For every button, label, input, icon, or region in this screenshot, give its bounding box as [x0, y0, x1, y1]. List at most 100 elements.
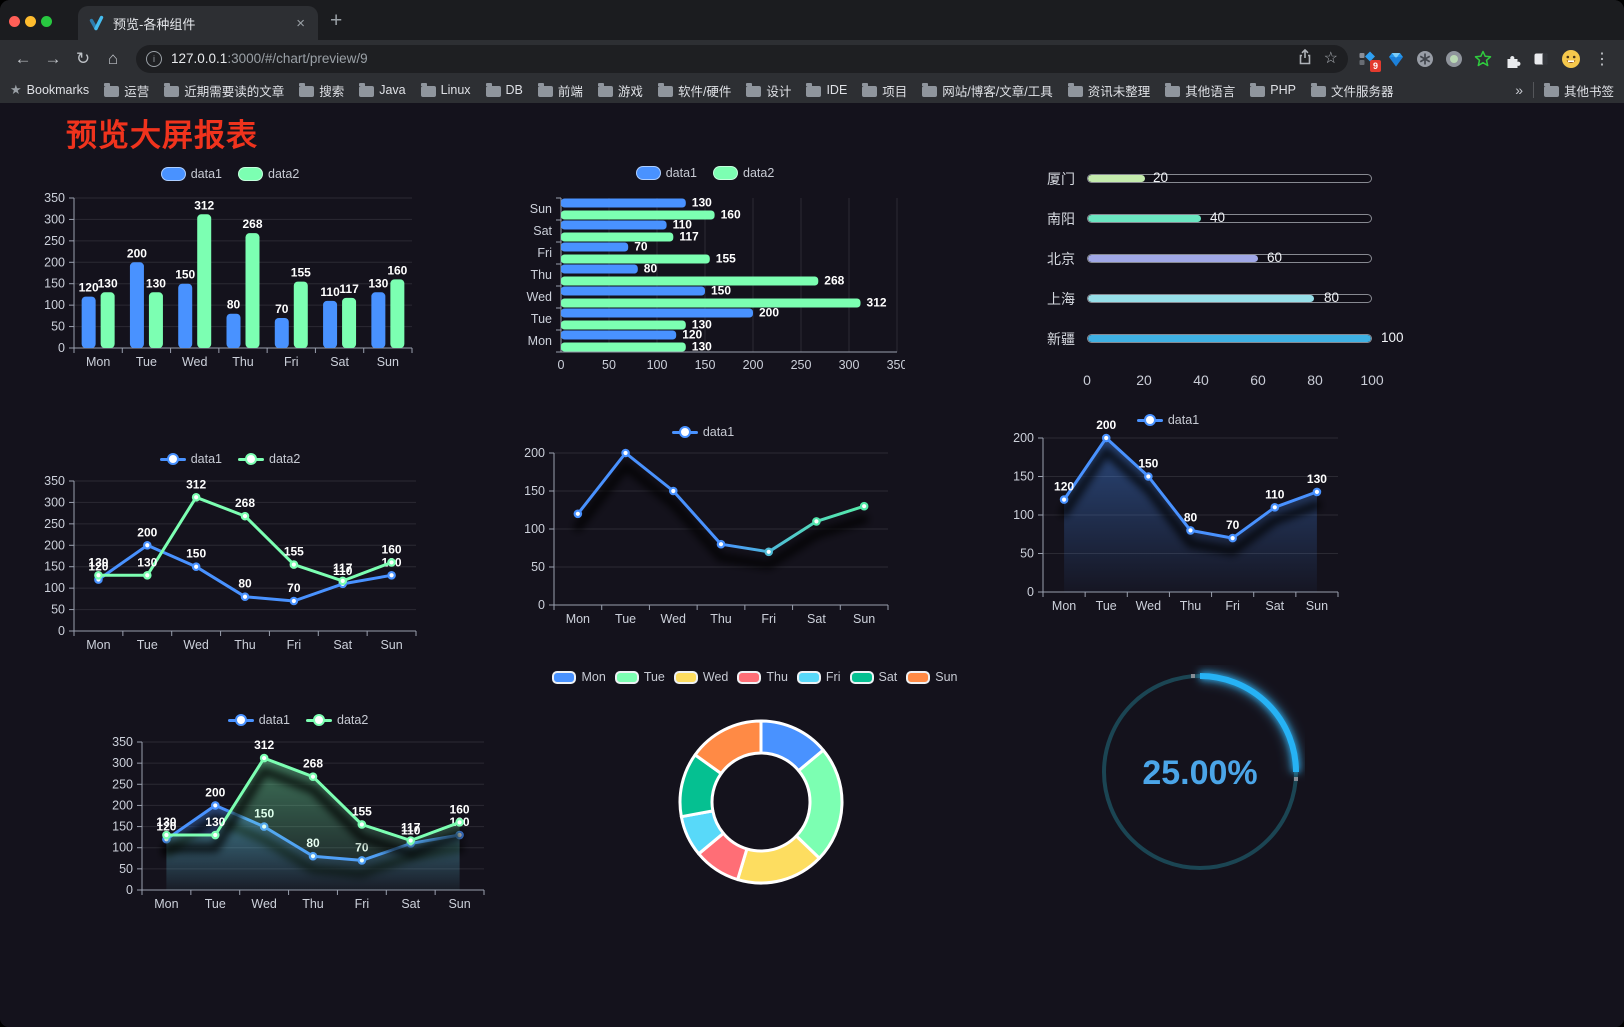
- axis-tick-label: 80: [1307, 372, 1323, 388]
- bookmarks-manager-button[interactable]: ★ Bookmarks: [10, 82, 89, 98]
- bookmark-label: 网站/博客/文章/工具: [942, 84, 1053, 99]
- legend-line-marker: [227, 714, 254, 726]
- forward-button[interactable]: →: [44, 48, 62, 68]
- reload-button[interactable]: ↻: [75, 48, 91, 68]
- legend-swatch: [238, 167, 263, 181]
- bar-data1: [561, 308, 753, 318]
- other-bookmarks-folder[interactable]: 其他书签: [1543, 81, 1614, 100]
- svg-text:Tue: Tue: [205, 897, 226, 911]
- bookmark-item[interactable]: 搜索: [299, 81, 344, 100]
- browser-tab[interactable]: 预览-各种组件 ×: [78, 6, 318, 40]
- bookmark-item[interactable]: IDE: [806, 82, 848, 97]
- svg-text:Sat: Sat: [333, 638, 352, 652]
- legend-dot: [1143, 414, 1156, 426]
- green-star-extension-icon[interactable]: [1474, 50, 1492, 68]
- legend-item-data2[interactable]: data2: [238, 167, 299, 181]
- legend-item-wed[interactable]: Wed: [673, 670, 729, 684]
- bookmark-item[interactable]: 文件服务器: [1310, 81, 1393, 100]
- home-button[interactable]: ⌂: [107, 48, 119, 68]
- svg-text:268: 268: [242, 217, 262, 231]
- bookmark-item[interactable]: 网站/博客/文章/工具: [922, 81, 1053, 100]
- bookmark-item[interactable]: 其他语言: [1165, 81, 1235, 100]
- site-info-icon[interactable]: i: [146, 50, 162, 67]
- folder-icon: [597, 82, 613, 97]
- progress-value: 60: [1267, 250, 1283, 265]
- bookmark-item[interactable]: 项目: [862, 81, 907, 100]
- chart-legend: data1 data2: [98, 713, 498, 727]
- svg-text:130: 130: [1307, 472, 1327, 486]
- svg-text:Sat: Sat: [807, 612, 826, 626]
- legend-item-fri[interactable]: Fri: [796, 670, 841, 684]
- bookmarks-overflow-chevron[interactable]: »: [1515, 82, 1523, 98]
- svg-text:150: 150: [186, 547, 206, 561]
- minimize-window-button[interactable]: [25, 16, 36, 27]
- legend-item-data1[interactable]: data1: [159, 452, 222, 466]
- legend-item-data1[interactable]: data1: [160, 167, 222, 181]
- recorder-extension-icon[interactable]: [1445, 50, 1463, 68]
- svg-text:Sat: Sat: [330, 355, 349, 369]
- folder-icon: [1310, 82, 1326, 97]
- address-bar[interactable]: i 127.0.0.1:3000/#/chart/preview/9 ☆: [136, 44, 1348, 73]
- line-chart-canvas: 0 50 100 150 200 250 300 350 Mon Tue Wed Thu Fri Sat S…: [44, 474, 417, 652]
- svg-text:Sun: Sun: [448, 897, 470, 911]
- bookmark-item[interactable]: 资讯未整理: [1067, 81, 1150, 100]
- pinned-extension-icon[interactable]: 9: [1358, 50, 1381, 72]
- extensions-puzzle-icon[interactable]: [1503, 50, 1521, 68]
- bookmark-item[interactable]: 游戏: [597, 81, 643, 100]
- back-button[interactable]: ←: [14, 48, 32, 68]
- maximize-window-button[interactable]: [41, 16, 52, 27]
- legend-item-tue[interactable]: Tue: [614, 670, 665, 684]
- svg-text:Thu: Thu: [1180, 599, 1202, 613]
- bookmark-item[interactable]: 软件/硬件: [657, 81, 732, 100]
- bookmark-item[interactable]: DB: [485, 82, 523, 97]
- bookmark-item[interactable]: Java: [359, 82, 406, 97]
- svg-text:Wed: Wed: [251, 897, 277, 911]
- bookmark-label: 软件/硬件: [677, 84, 732, 99]
- bookmark-star-icon[interactable]: ☆: [1323, 49, 1338, 67]
- legend-item-sat[interactable]: Sat: [849, 670, 897, 684]
- legend-label: Wed: [702, 670, 729, 684]
- legend-label: data1: [1167, 413, 1200, 427]
- extension-badge: 9: [1369, 59, 1381, 72]
- donut-chart-canvas: [678, 719, 844, 885]
- tab-close-icon[interactable]: ×: [296, 14, 305, 32]
- legend-item-mon[interactable]: Mon: [552, 670, 606, 684]
- gem-extension-icon[interactable]: [1387, 50, 1405, 68]
- bookmark-item[interactable]: 近期需要读的文章: [164, 81, 284, 100]
- svg-text:110: 110: [333, 564, 353, 578]
- legend-label: data2: [269, 452, 301, 466]
- share-icon[interactable]: [1296, 48, 1314, 70]
- legend-dot: [234, 714, 247, 726]
- folder-icon: [806, 82, 822, 97]
- legend-line-marker: [238, 453, 264, 465]
- bookmark-item[interactable]: 运营: [104, 81, 149, 100]
- svg-text:200: 200: [205, 785, 225, 799]
- browser-menu-icon[interactable]: ⋮: [1594, 50, 1610, 68]
- legend-item-data2[interactable]: data2: [713, 166, 774, 180]
- legend-item-data1[interactable]: data1: [671, 425, 734, 439]
- bookmark-label: IDE: [826, 83, 848, 97]
- legend-item-data1[interactable]: data1: [227, 713, 290, 727]
- legend-item-data2[interactable]: data2: [238, 452, 300, 466]
- svg-text:150: 150: [112, 820, 133, 834]
- progress-fill: [1088, 295, 1315, 302]
- legend-item-data1[interactable]: data1: [1136, 413, 1200, 427]
- legend-item-data1[interactable]: data1: [635, 166, 697, 180]
- legend-item-data2[interactable]: data2: [306, 713, 368, 727]
- bookmark-item[interactable]: Linux: [420, 82, 471, 97]
- sidebar-toggle-icon[interactable]: [1532, 50, 1550, 68]
- svg-text:120: 120: [79, 281, 99, 295]
- legend-item-sun[interactable]: Sun: [906, 670, 958, 684]
- svg-text:0: 0: [58, 341, 65, 355]
- close-window-button[interactable]: [9, 16, 20, 27]
- svg-text:117: 117: [339, 282, 359, 296]
- new-tab-button[interactable]: +: [330, 9, 343, 32]
- bookmark-item[interactable]: 设计: [746, 81, 791, 100]
- keyboard-shortcut-extension-icon[interactable]: [1416, 50, 1434, 68]
- folder-icon: [1250, 82, 1266, 97]
- legend-item-thu[interactable]: Thu: [737, 670, 788, 684]
- bookmark-item[interactable]: PHP: [1250, 82, 1296, 97]
- bookmark-item[interactable]: 前端: [537, 81, 583, 100]
- bar-data1: [81, 296, 96, 348]
- profile-avatar[interactable]: [1561, 49, 1581, 69]
